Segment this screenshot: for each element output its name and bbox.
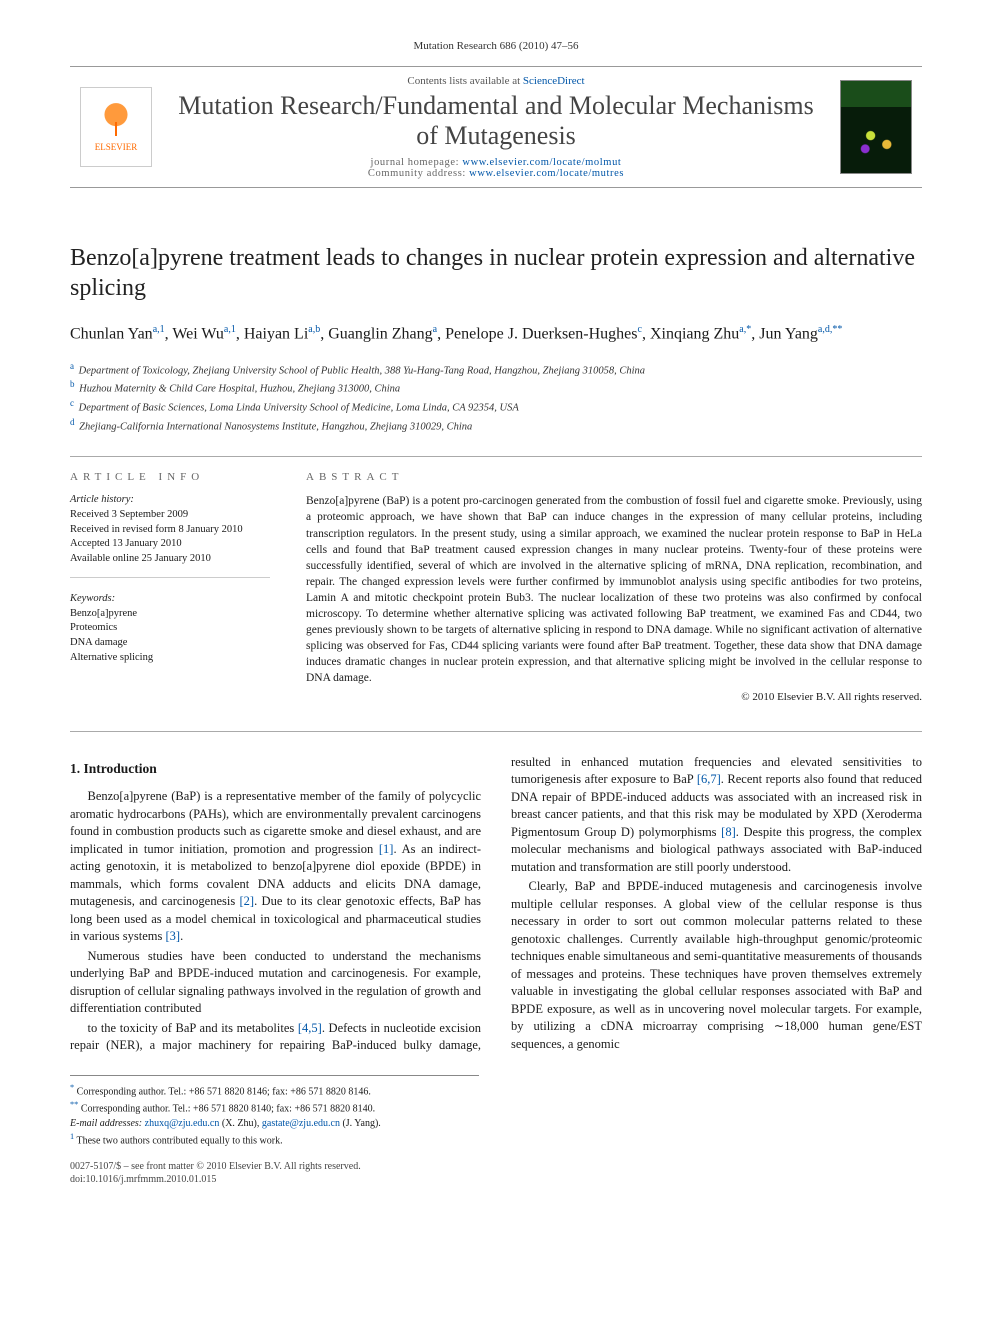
publisher-logo: ELSEVIER xyxy=(80,87,152,167)
keyword-item: Alternative splicing xyxy=(70,651,270,666)
comm-label: Community address: xyxy=(368,168,469,179)
article-info-column: ARTICLE INFO Article history: Received 3… xyxy=(70,471,270,702)
community-address-line: Community address: www.elsevier.com/loca… xyxy=(166,168,826,179)
journal-cover-thumbnail xyxy=(840,80,912,174)
journal-title: Mutation Research/Fundamental and Molecu… xyxy=(166,91,826,151)
elsevier-tree-icon xyxy=(98,102,134,138)
abstract-head: ABSTRACT xyxy=(306,471,922,483)
publisher-name: ELSEVIER xyxy=(95,142,138,152)
history-item: Received in revised form 8 January 2010 xyxy=(70,523,270,538)
masthead-center: Contents lists available at ScienceDirec… xyxy=(166,75,826,179)
journal-masthead: ELSEVIER Contents lists available at Sci… xyxy=(70,66,922,188)
email-line: E-mail addresses: zhuxq@zju.edu.cn (X. Z… xyxy=(70,1117,479,1131)
divider xyxy=(70,731,922,732)
history-label: Article history: xyxy=(70,493,270,508)
author-list: Chunlan Yana,1, Wei Wua,1, Haiyan Lia,b,… xyxy=(70,323,922,346)
equal-text: These two authors contributed equally to… xyxy=(77,1135,283,1146)
footnotes: * Corresponding author. Tel.: +86 571 88… xyxy=(70,1075,479,1148)
article-body: 1. Introduction Benzo[a]pyrene (BaP) is … xyxy=(70,754,922,1055)
email-label: E-mail addresses: xyxy=(70,1118,145,1129)
abstract-text: Benzo[a]pyrene (BaP) is a potent pro-car… xyxy=(306,493,922,686)
doi-block: 0027-5107/$ – see front matter © 2010 El… xyxy=(70,1160,922,1187)
corr2-text: Corresponding author. Tel.: +86 571 8820… xyxy=(81,1104,375,1115)
community-link[interactable]: www.elsevier.com/locate/mutres xyxy=(469,168,624,179)
running-head: Mutation Research 686 (2010) 47–56 xyxy=(70,40,922,52)
keyword-item: Proteomics xyxy=(70,621,270,636)
keywords-block: Keywords: Benzo[a]pyreneProteomicsDNA da… xyxy=(70,592,270,675)
avail-prefix: Contents lists available at xyxy=(407,75,522,87)
article-info-head: ARTICLE INFO xyxy=(70,471,270,483)
corr-author-1: * Corresponding author. Tel.: +86 571 88… xyxy=(70,1082,479,1099)
journal-homepage-link[interactable]: www.elsevier.com/locate/molmut xyxy=(462,157,621,168)
journal-homepage-line: journal homepage: www.elsevier.com/locat… xyxy=(166,157,826,168)
keyword-item: DNA damage xyxy=(70,636,270,651)
intro-p2: Numerous studies have been conducted to … xyxy=(70,948,481,1018)
sciencedirect-link[interactable]: ScienceDirect xyxy=(523,75,585,87)
article-history-block: Article history: Received 3 September 20… xyxy=(70,493,270,577)
intro-heading: 1. Introduction xyxy=(70,760,481,779)
equal-contribution: 1 These two authors contributed equally … xyxy=(70,1131,479,1148)
article-title: Benzo[a]pyrene treatment leads to change… xyxy=(70,243,922,303)
keywords-label: Keywords: xyxy=(70,592,270,607)
email1-who: (X. Zhu), xyxy=(219,1118,262,1129)
contents-available: Contents lists available at ScienceDirec… xyxy=(166,75,826,87)
history-item: Received 3 September 2009 xyxy=(70,508,270,523)
doi-line: doi:10.1016/j.mrfmmm.2010.01.015 xyxy=(70,1173,922,1187)
email-link-2[interactable]: gastate@zju.edu.cn xyxy=(262,1118,340,1129)
email2-who: (J. Yang). xyxy=(340,1118,381,1129)
hp-label: journal homepage: xyxy=(371,157,463,168)
corr-author-2: ** Corresponding author. Tel.: +86 571 8… xyxy=(70,1099,479,1116)
intro-p4: Clearly, BaP and BPDE-induced mutagenesi… xyxy=(511,878,922,1053)
history-item: Available online 25 January 2010 xyxy=(70,552,270,567)
keyword-item: Benzo[a]pyrene xyxy=(70,607,270,622)
front-matter-line: 0027-5107/$ – see front matter © 2010 El… xyxy=(70,1160,922,1174)
abstract-copyright: © 2010 Elsevier B.V. All rights reserved… xyxy=(306,691,922,703)
intro-p1: Benzo[a]pyrene (BaP) is a representative… xyxy=(70,788,481,946)
email-link-1[interactable]: zhuxq@zju.edu.cn xyxy=(145,1118,220,1129)
corr1-text: Corresponding author. Tel.: +86 571 8820… xyxy=(77,1086,371,1097)
history-item: Accepted 13 January 2010 xyxy=(70,537,270,552)
abstract-column: ABSTRACT Benzo[a]pyrene (BaP) is a poten… xyxy=(306,471,922,702)
affiliations: a Department of Toxicology, Zhejiang Uni… xyxy=(70,360,922,435)
